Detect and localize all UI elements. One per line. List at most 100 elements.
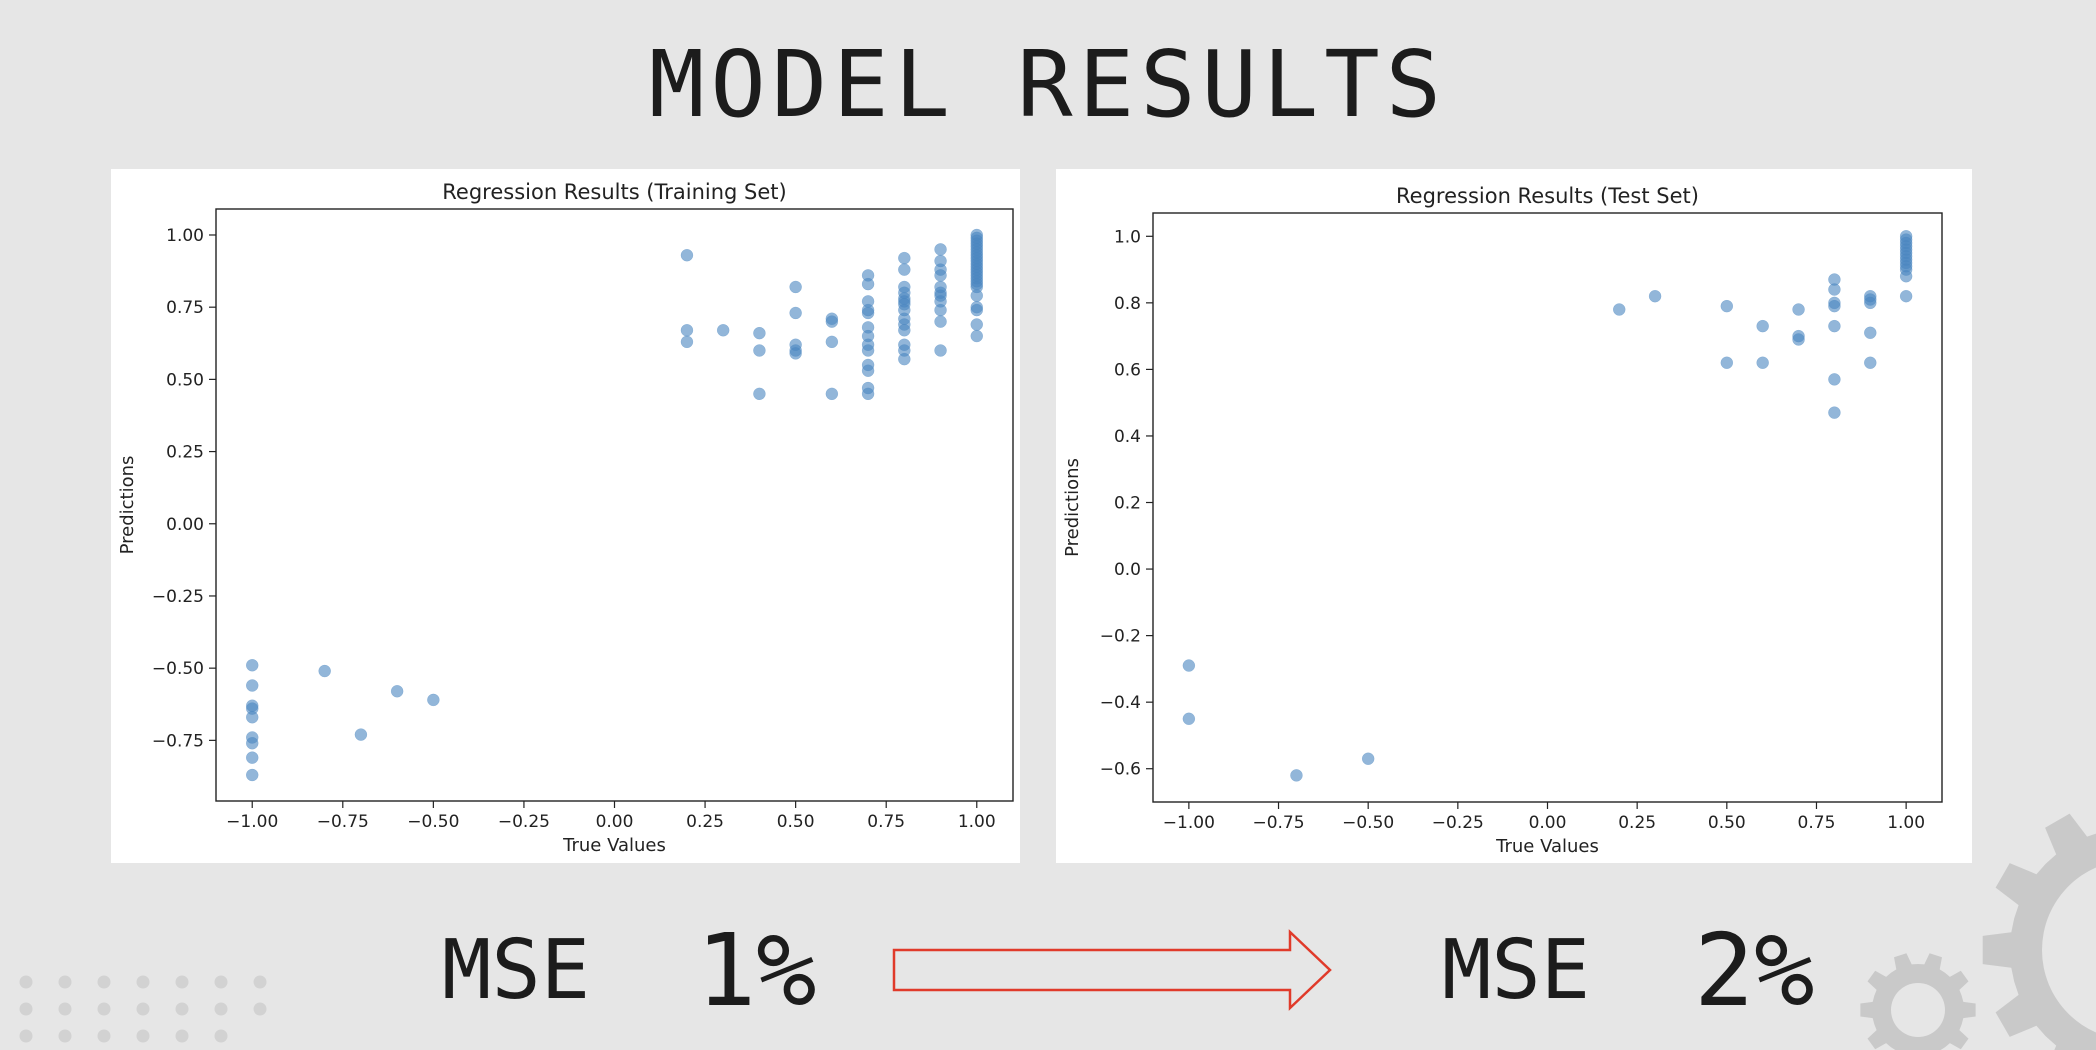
- scatter-point: [1720, 356, 1734, 369]
- decor-dot: [175, 975, 189, 989]
- x-tick-label: 0.75: [1798, 813, 1836, 833]
- scatter-point: [861, 277, 875, 291]
- scatter-point: [825, 387, 839, 401]
- gear-small-hole: [1891, 983, 1945, 1037]
- scatter-point: [861, 364, 875, 377]
- x-tick-label: 1.00: [1887, 813, 1925, 833]
- y-axis-label: Predictions: [117, 456, 138, 555]
- decor-dot: [136, 1002, 150, 1016]
- scatter-point: [825, 312, 839, 325]
- chart-title: Regression Results (Training Set): [442, 180, 786, 204]
- arrow-right-icon: [892, 929, 1332, 1011]
- train-mse-value: 1%: [696, 912, 817, 1029]
- x-tick-label: −1.00: [226, 812, 278, 832]
- decor-dot: [214, 1002, 228, 1016]
- test-mse-label: MSE: [1442, 923, 1591, 1018]
- plot-frame: [215, 208, 1014, 802]
- scatter-point: [245, 768, 259, 782]
- decor-dot: [58, 1002, 72, 1016]
- scatter-point: [680, 324, 694, 337]
- scatter-point: [789, 280, 802, 294]
- scatter-point: [245, 751, 259, 764]
- x-tick-label: −0.50: [407, 812, 459, 832]
- decor-dot: [58, 1029, 72, 1043]
- test-scatter-chart: Regression Results (Test Set) −1.00 −0.75 −…: [1062, 184, 1943, 857]
- y-tick-label: 0.8: [1114, 294, 1141, 314]
- x-tick-label: 1.00: [958, 812, 996, 832]
- scatter-point: [861, 387, 875, 401]
- x-tick-label: 0.00: [1529, 813, 1567, 833]
- scatter-point: [245, 736, 259, 750]
- scatter-point: [1792, 333, 1805, 346]
- y-tick-label: −0.6: [1100, 760, 1141, 780]
- scatter-point: [318, 664, 331, 678]
- scatter-point: [1361, 752, 1375, 765]
- scatter-point: [898, 263, 911, 276]
- scatter-point: [934, 303, 947, 317]
- scatter-point: [1612, 303, 1626, 316]
- x-tick-label: −0.25: [498, 812, 550, 832]
- y-tick-label: −0.25: [152, 587, 204, 607]
- scatter-point: [934, 315, 947, 328]
- test-mse-value: 2%: [1694, 912, 1815, 1029]
- scatter-point: [245, 659, 259, 672]
- page-title: MODEL RESULTS: [648, 31, 1448, 138]
- x-tick-label: −1.00: [1163, 813, 1215, 833]
- scatter-point: [390, 685, 404, 698]
- scatter-point: [1864, 356, 1877, 369]
- scatter-point: [1828, 319, 1841, 333]
- decor-dot: [253, 975, 267, 989]
- y-tick-label: −0.50: [152, 659, 204, 679]
- x-axis-label: True Values: [1495, 836, 1599, 857]
- scatter-point: [1828, 406, 1841, 419]
- scatter-point: [934, 243, 947, 256]
- x-tick-label: 0.00: [596, 812, 634, 832]
- scatter-point: [716, 324, 730, 337]
- y-tick-label: 0.25: [166, 443, 204, 463]
- x-tick-label: 0.25: [686, 812, 724, 832]
- scatter-point: [1756, 319, 1769, 333]
- scatter-point: [680, 248, 694, 262]
- gear-large-hole: [2042, 867, 2096, 1033]
- y-tick-label: 0.75: [166, 298, 204, 318]
- y-tick-label: 0.4: [1114, 427, 1141, 447]
- decor-dot: [19, 1029, 33, 1043]
- scatter-point: [1828, 299, 1841, 313]
- scatter-point: [861, 306, 875, 320]
- decor-dot: [97, 975, 111, 989]
- dot-grid-decoration: [19, 975, 267, 1043]
- scatter-point: [1648, 289, 1662, 303]
- gear-large-icon: [1982, 813, 2096, 1050]
- training-scatter-chart: Regression Results (Training Set) −1.00 −0…: [117, 180, 1014, 856]
- x-tick-label: 0.25: [1618, 813, 1656, 833]
- y-tick-label: 0.6: [1114, 360, 1141, 380]
- scatter-point: [970, 329, 984, 343]
- y-tick-label: 0.2: [1114, 494, 1141, 514]
- y-tick-label: 0.0: [1114, 560, 1141, 580]
- x-tick-label: −0.75: [1252, 813, 1304, 833]
- scatter-point: [1828, 373, 1841, 386]
- plot-frame: [1152, 212, 1943, 803]
- scatter-point: [245, 679, 259, 692]
- y-axis-label: Predictions: [1062, 458, 1083, 557]
- y-tick-label: 0.00: [166, 515, 204, 535]
- decor-dot: [136, 1029, 150, 1043]
- chart-title: Regression Results (Test Set): [1396, 184, 1699, 208]
- scatter-point: [934, 269, 947, 282]
- scatter-point: [898, 251, 911, 265]
- gear-small-icon: [1860, 953, 1976, 1050]
- x-axis-label: True Values: [562, 835, 666, 856]
- train-mse-label: MSE: [442, 923, 591, 1018]
- decor-dot: [19, 975, 33, 989]
- x-tick-label: 0.75: [867, 812, 905, 832]
- y-tick-label: 1.00: [166, 226, 204, 246]
- scatter-point: [753, 326, 766, 340]
- scatter-point: [970, 303, 984, 317]
- scatter-point: [861, 344, 875, 357]
- y-tick-label: −0.4: [1100, 693, 1141, 713]
- scatter-point: [1828, 283, 1841, 296]
- scatter-point: [354, 728, 368, 741]
- scatter-point: [898, 324, 911, 337]
- scatter-point: [789, 306, 802, 320]
- scatter-point: [1792, 303, 1805, 316]
